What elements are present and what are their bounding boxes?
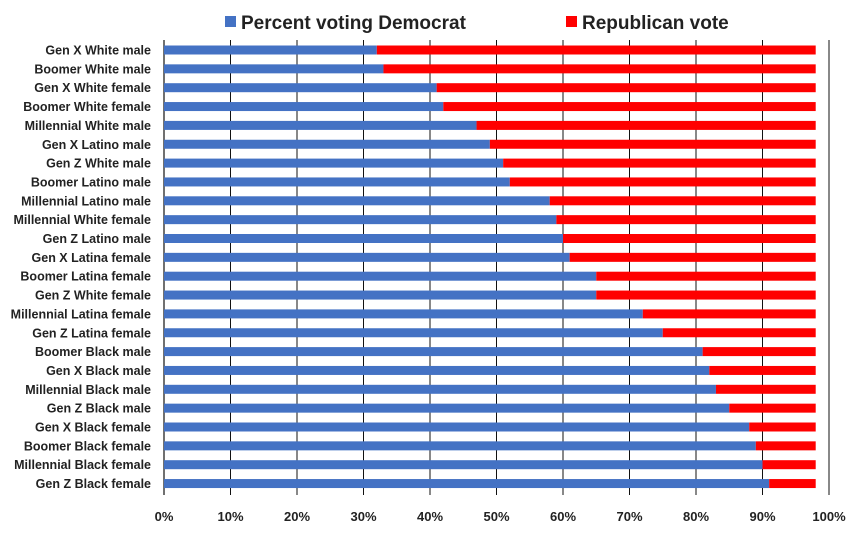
- bar-democrat: [164, 347, 703, 357]
- bar-republican: [596, 271, 816, 281]
- category-label: Gen X Black male: [46, 364, 151, 378]
- bar-republican: [376, 45, 816, 55]
- bar-democrat: [164, 271, 597, 281]
- legend-swatch-democrat: [225, 16, 236, 27]
- bar-republican: [563, 234, 816, 243]
- x-tick-label: 60%: [550, 509, 576, 524]
- bar-republican: [729, 403, 816, 413]
- x-tick-label: 50%: [483, 509, 509, 524]
- category-label: Millennial Latino male: [21, 194, 151, 208]
- bar-democrat: [164, 422, 750, 432]
- bar-democrat: [164, 158, 504, 168]
- bar-republican: [549, 196, 816, 206]
- category-label: Boomer Latino male: [31, 175, 151, 189]
- x-tick-label: 80%: [683, 509, 709, 524]
- category-label: Boomer Black female: [24, 439, 151, 453]
- bar-democrat: [164, 120, 477, 130]
- category-label: Gen Z Black male: [47, 402, 151, 416]
- bar-democrat: [164, 460, 763, 470]
- category-label: Gen Z White male: [46, 157, 151, 171]
- bar-republican: [443, 102, 816, 112]
- bar-republican: [476, 120, 816, 130]
- bar-republican: [642, 309, 816, 319]
- bar-republican: [662, 328, 816, 338]
- bar-republican: [762, 460, 816, 470]
- bar-democrat: [164, 479, 770, 489]
- bar-republican: [715, 384, 816, 394]
- bar-republican: [749, 422, 816, 432]
- category-label: Boomer Black male: [35, 345, 151, 359]
- bar-democrat: [164, 441, 756, 451]
- category-label: Gen X White male: [45, 44, 151, 58]
- bar-republican: [709, 365, 816, 375]
- bar-democrat: [164, 139, 490, 149]
- bar-republican: [503, 158, 816, 168]
- bar-republican: [556, 215, 816, 225]
- category-label: Gen X Black female: [35, 421, 151, 435]
- bar-republican: [436, 83, 816, 93]
- bar-democrat: [164, 384, 716, 394]
- bar-democrat: [164, 102, 444, 112]
- x-tick-label: 20%: [284, 509, 310, 524]
- bar-republican: [755, 441, 816, 451]
- x-tick-label: 10%: [217, 509, 243, 524]
- bar-democrat: [164, 365, 710, 375]
- bar-democrat: [164, 215, 557, 225]
- bar-democrat: [164, 83, 437, 93]
- bar-republican: [489, 139, 816, 149]
- category-label: Boomer White female: [23, 100, 151, 114]
- bar-republican: [383, 64, 816, 74]
- category-label: Gen Z White female: [35, 289, 151, 303]
- category-label: Millennial White male: [25, 119, 151, 133]
- bar-democrat: [164, 234, 563, 243]
- legend-swatch-republican: [566, 16, 577, 27]
- bar-democrat: [164, 252, 570, 262]
- category-label: Millennial Black male: [25, 383, 151, 397]
- x-tick-label: 0%: [155, 509, 174, 524]
- bar-democrat: [164, 328, 663, 338]
- category-label: Millennial Black female: [14, 458, 151, 472]
- category-label: Millennial Latina female: [11, 307, 151, 321]
- bar-republican: [569, 252, 816, 262]
- bar-republican: [702, 347, 816, 357]
- x-tick-label: 40%: [417, 509, 443, 524]
- bar-democrat: [164, 45, 377, 55]
- category-label: Boomer Latina female: [20, 270, 151, 284]
- category-label: Gen Z Latino male: [43, 232, 151, 246]
- bar-republican: [596, 290, 816, 300]
- category-label: Gen Z Black female: [36, 477, 151, 491]
- category-label: Gen Z Latina female: [32, 326, 151, 340]
- category-label: Gen X White female: [34, 81, 151, 95]
- bar-democrat: [164, 309, 643, 319]
- category-label: Millennial White female: [13, 213, 151, 227]
- x-tick-label: 90%: [749, 509, 775, 524]
- bar-democrat: [164, 403, 730, 413]
- category-label: Boomer White male: [34, 62, 151, 76]
- legend-label-democrat: Percent voting Democrat: [241, 13, 467, 34]
- bar-republican: [509, 177, 816, 187]
- x-tick-label: 70%: [616, 509, 642, 524]
- category-label: Gen X Latina female: [32, 251, 152, 265]
- x-tick-label: 30%: [350, 509, 376, 524]
- category-label: Gen X Latino male: [42, 138, 151, 152]
- bar-democrat: [164, 196, 550, 206]
- bar-republican: [769, 479, 816, 489]
- bar-democrat: [164, 290, 597, 300]
- x-tick-label: 100%: [812, 509, 846, 524]
- legend-label-republican: Republican vote: [582, 13, 729, 34]
- bar-democrat: [164, 177, 510, 187]
- bar-democrat: [164, 64, 384, 74]
